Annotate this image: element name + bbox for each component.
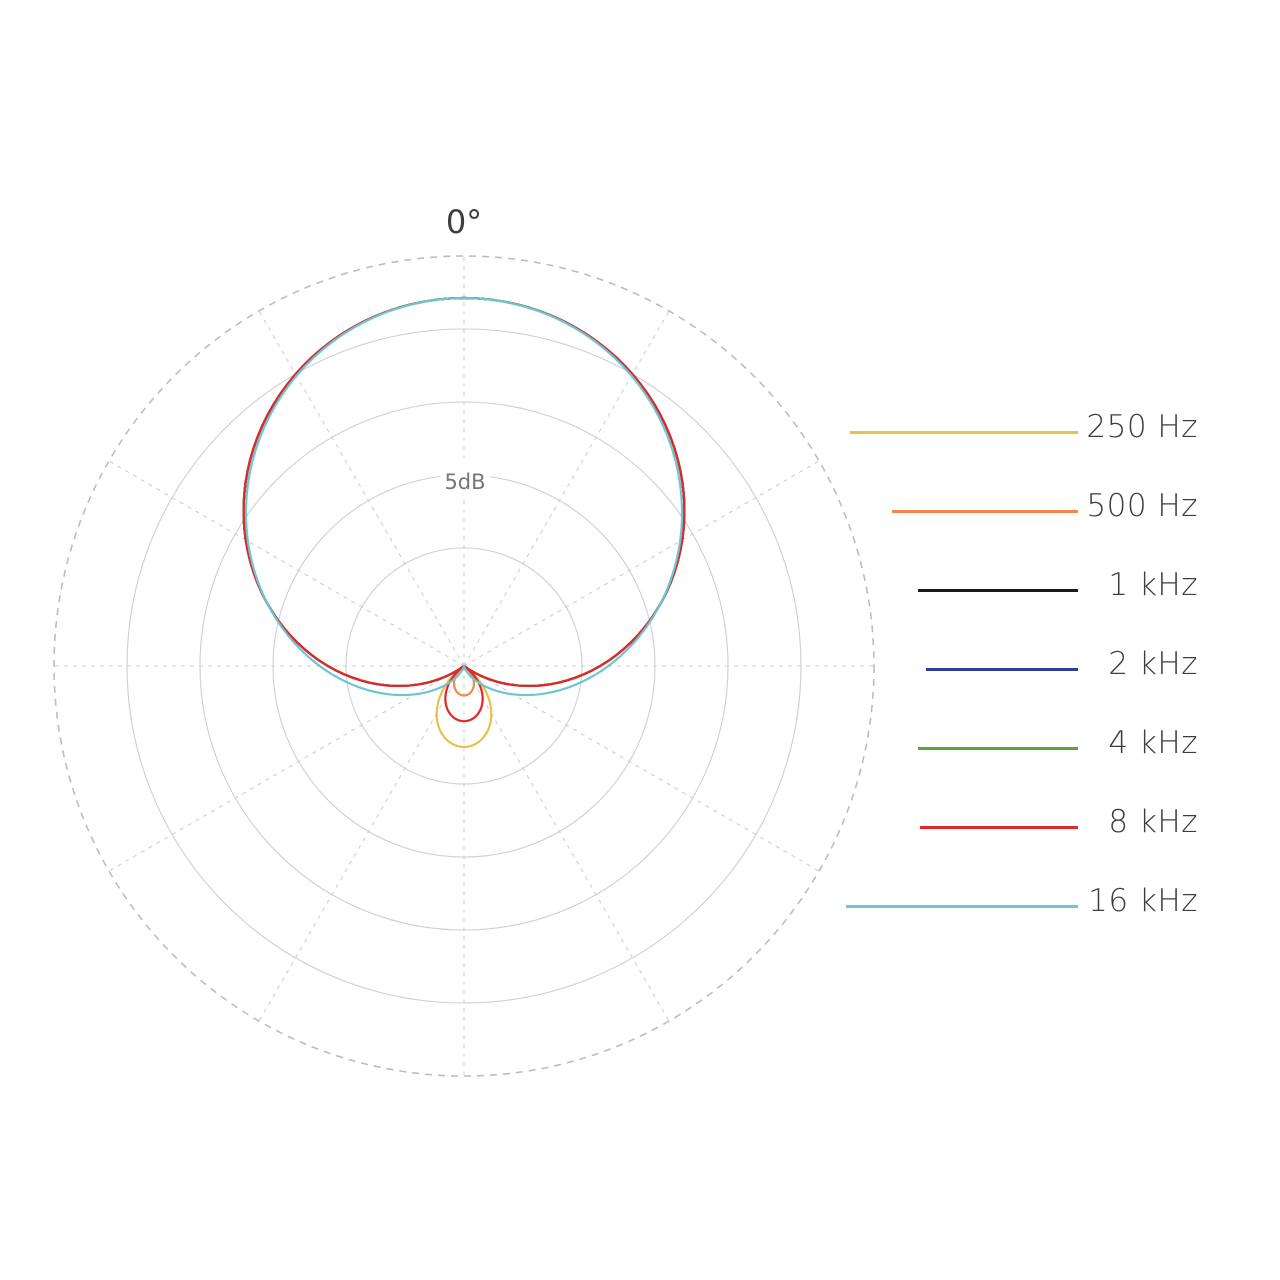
- angle-label-0deg: 0°: [446, 203, 482, 241]
- legend-label-4khz: 4 kHz: [1108, 725, 1198, 761]
- grid-spoke-210deg: [258, 665, 465, 1022]
- legend-swatch-16khz: [846, 905, 1078, 908]
- legend-swatch-4khz: [918, 747, 1078, 750]
- legend-swatch-250hz: [850, 431, 1078, 434]
- legend-item-8khz: 8 kHz: [830, 790, 1250, 869]
- legend-swatch-1khz: [918, 589, 1078, 592]
- ring-label-5db: 5dB: [444, 470, 485, 494]
- legend-item-500hz: 500 Hz: [830, 474, 1250, 553]
- grid-ring-5: [53, 255, 875, 1077]
- legend-swatch-8khz: [920, 826, 1078, 829]
- legend-label-2khz: 2 kHz: [1108, 646, 1198, 682]
- legend-item-16khz: 16 kHz: [830, 869, 1250, 948]
- ring-label-box: 5dB: [440, 462, 490, 500]
- legend: 250 Hz 500 Hz 1 kHz 2 kHz 4 kHz 8 kHz 16…: [830, 395, 1250, 948]
- legend-item-250hz: 250 Hz: [830, 395, 1250, 474]
- legend-item-4khz: 4 kHz: [830, 711, 1250, 790]
- legend-item-1khz: 1 kHz: [830, 553, 1250, 632]
- legend-label-1khz: 1 kHz: [1108, 567, 1198, 603]
- series-line-16khz: [244, 296, 684, 697]
- legend-label-8khz: 8 kHz: [1108, 804, 1198, 840]
- legend-swatch-2khz: [926, 668, 1078, 671]
- legend-item-2khz: 2 kHz: [830, 632, 1250, 711]
- grid-spoke-150deg: [463, 665, 670, 1022]
- series-line-8khz: [242, 296, 686, 723]
- legend-label-500hz: 500 Hz: [1086, 488, 1198, 524]
- legend-label-16khz: 16 kHz: [1088, 883, 1198, 919]
- grid-spoke-30deg: [463, 310, 670, 667]
- grid-spoke-330deg: [258, 310, 465, 667]
- legend-swatch-500hz: [892, 510, 1078, 513]
- grid-spoke-120deg: [463, 665, 820, 872]
- polar-series: [242, 296, 686, 749]
- grid-spoke-240deg: [108, 665, 465, 872]
- legend-label-250hz: 250 Hz: [1086, 409, 1198, 445]
